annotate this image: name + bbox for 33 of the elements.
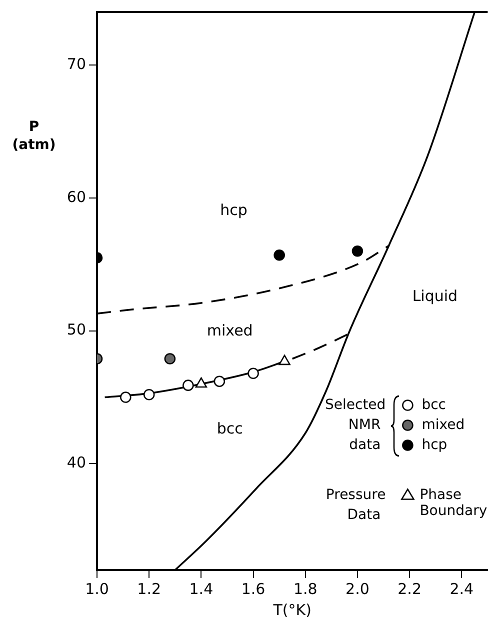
point: [182, 380, 194, 391]
point: [143, 388, 155, 400]
legend-label: Phase Boundary: [420, 486, 488, 519]
x-tick-label: 1.2: [137, 580, 162, 598]
legend-label: hcp: [422, 436, 448, 453]
y-axis-title: P (atm): [12, 118, 56, 153]
annotation: bcc: [216, 419, 243, 438]
annotation: hcp: [220, 201, 248, 220]
x-axis-title: T(°K): [272, 600, 312, 619]
x-tick-label: 2.4: [450, 580, 474, 598]
x-tick-label: 2.2: [398, 580, 422, 598]
x-tick-label: 1.8: [293, 580, 318, 598]
annotation: mixed: [206, 322, 253, 340]
point: [120, 392, 132, 403]
x-tick-label: 1.6: [241, 580, 266, 598]
y-tick-label: 70: [66, 55, 86, 74]
point: [274, 249, 285, 261]
point: [352, 245, 364, 257]
x-tick-label: 1.4: [189, 580, 214, 598]
legend-label: mixed: [422, 416, 465, 433]
point: [278, 354, 290, 366]
point: [248, 368, 259, 380]
point: [214, 376, 226, 387]
annotation: Pressure Data: [326, 486, 386, 523]
y-tick-label: 40: [66, 454, 86, 472]
point: [195, 377, 208, 388]
legend-label: bcc: [422, 396, 446, 413]
y-tick-label: 60: [66, 188, 86, 206]
x-tick-label: 1.0: [85, 580, 109, 598]
x-tick-label: 2.0: [346, 580, 370, 598]
y-tick-label: 50: [66, 320, 86, 339]
annotation: Selected NMR data: [324, 396, 386, 453]
annotation: Liquid: [412, 287, 458, 306]
